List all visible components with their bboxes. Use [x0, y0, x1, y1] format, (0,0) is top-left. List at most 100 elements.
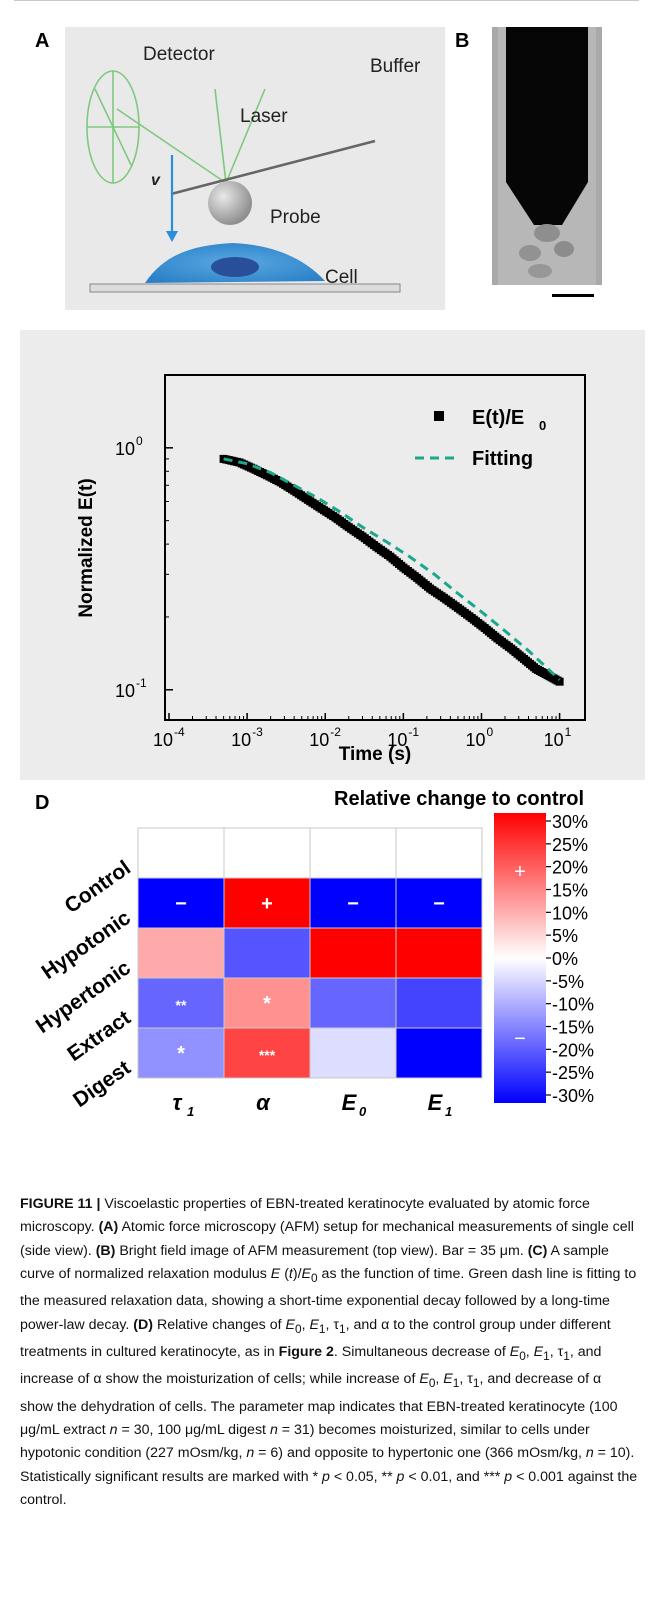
data-point [397, 561, 406, 570]
caption-segment: E [533, 1344, 544, 1361]
colorbar-tick-label: 15% [552, 881, 588, 901]
caption-segment: (C) [527, 1242, 548, 1259]
caption-segment: E [419, 1371, 429, 1388]
colorbar-tick-label: -15% [552, 1018, 594, 1038]
panel-label-a: A [35, 30, 50, 52]
data-point [423, 582, 432, 591]
x-tick-label: 10 [544, 730, 564, 750]
x-tick-label: 10 [387, 730, 407, 750]
figure-caption: FIGURE 11 | Viscoelastic properties of E… [20, 1193, 638, 1513]
caption-segment: , and decrease of α show the dehydration… [20, 1371, 618, 1438]
caption-segment: = 6) and opposite to hypertonic one (366… [254, 1445, 586, 1462]
laser-label: Laser [240, 106, 288, 127]
cell-annotation: *** [259, 1047, 276, 1063]
data-point [287, 485, 296, 494]
heatmap-cells: − + − −** ** *** [137, 827, 483, 1079]
caption-segment: E [270, 1266, 281, 1283]
y-tick-label: 10 [115, 681, 135, 701]
x-tick-exponent: -3 [252, 725, 263, 739]
caption-segment: E [509, 1344, 520, 1361]
caption-segment: Relative changes of [153, 1316, 286, 1333]
chart-legend: E(t)/E 0 Fitting [415, 407, 546, 470]
caption-segment: 1 [318, 1321, 326, 1336]
heatmap-cell [395, 827, 483, 879]
bright-field-image [492, 27, 602, 297]
data-point [329, 512, 338, 521]
data-point [451, 602, 460, 611]
caption-segment: , and increase of α show the moisturizat… [20, 1344, 602, 1388]
cell-annotation: ** [176, 997, 187, 1013]
cell-annotation: − [175, 893, 187, 915]
caption-segment: )/ [292, 1266, 302, 1283]
caption-segment: . Simultaneous decrease of [333, 1344, 510, 1361]
colorbar-ticks: 30% 25% 20% 15%10% 5% 0% -5% -10% -15%-20% -25% -3… [546, 812, 594, 1106]
y-axis-label: Normalized E(t) [76, 478, 97, 617]
column-label: E [342, 1090, 358, 1115]
heatmap-cell [395, 977, 483, 1029]
cell-annotation: + [261, 893, 273, 915]
colorbar-tick-label: 25% [552, 835, 588, 855]
data-point [465, 612, 474, 621]
caption-segment: = 30, 100 μg/mL digest [117, 1421, 270, 1438]
caption-segment: < 0.001 against the control. [20, 1468, 638, 1509]
cell-blob [519, 245, 541, 261]
caption-segment: = 10). Statistically significant results… [20, 1445, 635, 1485]
cell-annotation: − [433, 893, 445, 915]
heatmap-cell [395, 877, 483, 929]
probe-sphere [208, 181, 252, 225]
x-tick-exponent: -2 [330, 725, 341, 739]
data-point [553, 676, 562, 685]
data-point [517, 653, 526, 662]
substrate [89, 283, 401, 293]
fit-line [223, 457, 561, 681]
caption-segment: n [109, 1421, 118, 1438]
caption-segment: (A) [98, 1219, 119, 1236]
caption-segment: , [525, 1344, 534, 1361]
cell-label: Cell [325, 267, 358, 288]
x-tick-exponent: -1 [408, 725, 419, 739]
colorbar-tick-label: 0% [552, 949, 578, 969]
caption-segment: Viscoelastic properties of EBN-treated k… [20, 1196, 590, 1236]
caption-segment: E [443, 1371, 453, 1388]
heatmap-cell [223, 827, 311, 879]
caption-segment: 0 [294, 1321, 302, 1336]
heatmap-cell [309, 1027, 397, 1079]
caption-segment: A sample curve of normalized relaxation … [20, 1242, 609, 1283]
data-point [342, 521, 351, 530]
panel-label-b: B [455, 30, 470, 52]
row-label: Digest [69, 1056, 135, 1112]
heatmap-cell [137, 827, 225, 879]
caption-segment: 0 [311, 1271, 318, 1286]
caption-segment: Atomic force microscopy (AFM) setup for … [20, 1219, 634, 1259]
cantilever [170, 139, 376, 196]
cell-annotation: * [263, 993, 271, 1015]
panel-label-d: D [35, 792, 50, 814]
caption-segment: , τ [325, 1316, 340, 1333]
caption-segment: n [269, 1421, 278, 1438]
colorbar-tick-label: 20% [552, 858, 588, 878]
colorbar-tick-label: -25% [552, 1063, 594, 1083]
colorbar-tick-label: 10% [552, 903, 588, 923]
probe-label: Probe [270, 207, 321, 228]
data-point [274, 477, 283, 486]
caption-body: Viscoelastic properties of EBN-treated k… [20, 1196, 637, 1508]
colorbar-plus: + [514, 861, 526, 883]
x-tick-exponent: -4 [174, 725, 185, 739]
x-tick-exponent: 1 [565, 725, 572, 739]
detector-label: Detector [143, 44, 215, 65]
cell-nucleus [211, 257, 259, 277]
heatmap-cell [137, 877, 225, 929]
caption-segment: E [309, 1316, 319, 1333]
cell-blob [528, 264, 552, 278]
heatmap-cell [223, 1027, 311, 1079]
data-point [232, 457, 241, 466]
caption-segment: n [585, 1445, 594, 1462]
caption-segment: < 0.01, and *** [404, 1468, 505, 1485]
caption-segment: Figure 2 [278, 1344, 334, 1361]
data-point [247, 463, 256, 472]
caption-segment: < 0.05, ** [329, 1468, 397, 1485]
cell-annotation: * [177, 1043, 185, 1065]
heatmap-cell [309, 827, 397, 879]
heatmap-cell [309, 927, 397, 979]
